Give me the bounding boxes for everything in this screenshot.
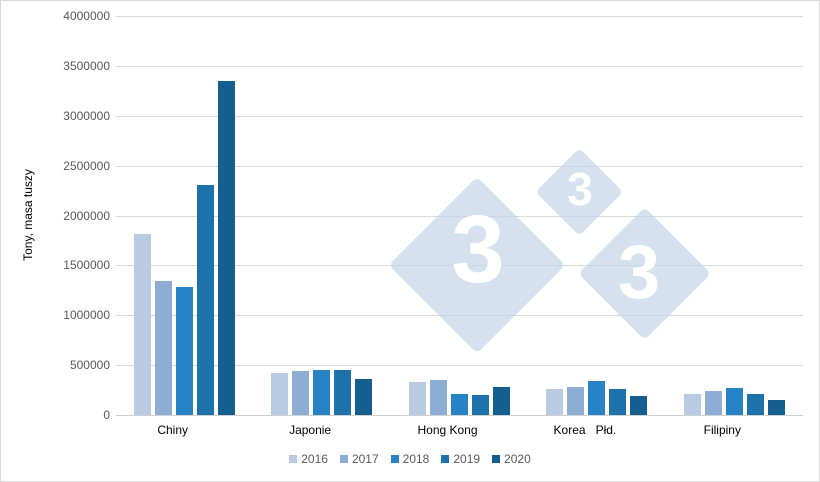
legend-item: 2019 <box>441 452 480 466</box>
legend-item: 2020 <box>492 452 531 466</box>
legend-swatch-icon <box>441 455 450 463</box>
y-tick-label: 3000000 <box>63 108 110 123</box>
x-tick-label: Chiny <box>157 423 189 437</box>
bar-2020 <box>767 400 785 415</box>
legend-label: 2020 <box>504 452 531 466</box>
bar-2019 <box>334 369 352 415</box>
y-tick-label: 2000000 <box>63 208 110 223</box>
bar-2020 <box>630 396 648 415</box>
bar-2016 <box>546 388 564 415</box>
bar-2018 <box>450 394 468 415</box>
legend-label: 2018 <box>402 452 430 466</box>
bar-2016 <box>683 394 701 415</box>
bar-2019 <box>746 393 764 415</box>
bar-2020 <box>355 379 373 415</box>
legend-label: 2017 <box>351 452 379 466</box>
legend-swatch-icon <box>289 455 298 463</box>
gridline <box>116 16 803 17</box>
x-tick-label: Filipiny <box>703 423 741 437</box>
gridline <box>116 166 803 167</box>
bar-2017 <box>704 390 722 415</box>
bar-2019 <box>197 184 214 415</box>
y-axis-label: Tony, masa tuszy <box>21 169 35 261</box>
legend-item: 2018 <box>390 452 430 466</box>
bar-2018 <box>725 388 743 415</box>
gridline <box>116 116 803 117</box>
x-tick-label: Japonie <box>289 423 332 437</box>
bar-2017 <box>155 281 172 415</box>
x-tick-label: Hong Kong <box>417 423 478 437</box>
bar-2019 <box>471 395 489 415</box>
bar-2017 <box>292 370 310 415</box>
bar-2019 <box>609 389 627 415</box>
y-tick-label: 0 <box>103 408 110 422</box>
x-tick-label: Korea Płd. <box>553 423 617 437</box>
legend-swatch-icon <box>390 455 399 463</box>
bar-2020 <box>492 387 510 415</box>
bar-2017 <box>567 387 585 415</box>
bar-2017 <box>429 379 447 415</box>
legend-item: 2017 <box>339 452 379 466</box>
legend-swatch-icon <box>339 455 348 463</box>
legend-label: 2019 <box>453 452 481 466</box>
gridline <box>116 66 803 67</box>
legend-item: 2016 <box>289 452 328 466</box>
gridline <box>116 415 803 416</box>
gridline <box>116 365 803 366</box>
bar-2018 <box>176 287 193 415</box>
bar-2016 <box>134 234 151 415</box>
bar-2018 <box>588 381 606 415</box>
y-tick-label: 2500000 <box>63 158 110 173</box>
legend-swatch-icon <box>492 455 501 463</box>
bar-2016 <box>408 381 426 415</box>
y-tick-label: 1000000 <box>63 308 110 323</box>
y-tick-label: 1500000 <box>63 258 110 273</box>
legend-label: 2016 <box>301 452 328 466</box>
bar-2018 <box>313 369 331 415</box>
y-tick-label: 4000000 <box>63 9 110 23</box>
bar-2016 <box>271 372 289 415</box>
y-tick-label: 3500000 <box>63 58 110 73</box>
chart-legend: 2016 2017 2018 2019 2020 <box>0 452 820 466</box>
y-tick-label: 500000 <box>69 358 110 373</box>
bar-2020 <box>218 80 235 415</box>
